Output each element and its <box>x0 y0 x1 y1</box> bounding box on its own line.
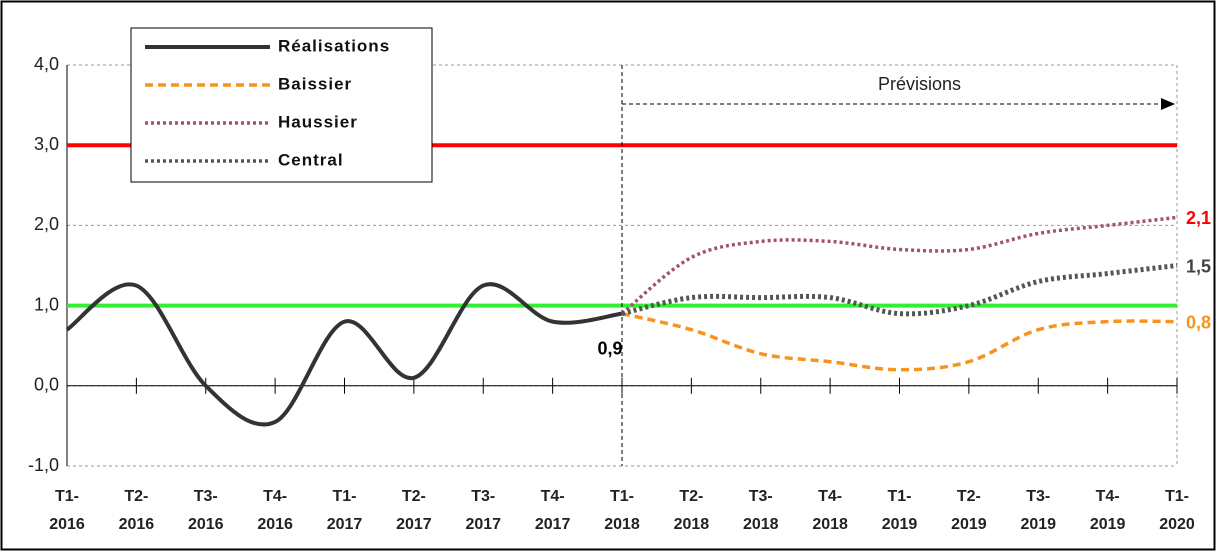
x-tick-label: T4-2018 <box>812 488 848 533</box>
x-tick-label: T2-2018 <box>673 488 710 533</box>
x-tick-label: T1-2019 <box>881 488 918 533</box>
legend-label: Réalisations <box>278 36 390 55</box>
x-tick-label: T2-2016 <box>118 488 155 533</box>
x-tick-label: T2-2017 <box>396 488 432 533</box>
y-tick-label: 3,0 <box>34 134 59 154</box>
series-line <box>65 282 623 427</box>
y-tick-label: 4,0 <box>34 54 59 74</box>
x-tick-label: T1-2018 <box>604 488 640 533</box>
data-label: 0,8 <box>1186 312 1211 332</box>
x-tick-label: T3-2017 <box>465 488 502 533</box>
annotation: Prévisions <box>878 74 961 94</box>
y-tick-label: 2,0 <box>34 214 59 234</box>
series-line <box>621 311 1178 372</box>
x-tick-label: T3-2018 <box>742 488 779 533</box>
arrow-head <box>1161 98 1175 110</box>
series-line <box>620 215 1178 315</box>
legend-label: Central <box>278 150 344 169</box>
data-label: 2,1 <box>1186 208 1211 228</box>
x-tick-label: T1-2016 <box>49 488 85 533</box>
x-tick-label: T3-2016 <box>187 488 224 533</box>
x-tick-label: T3-2019 <box>1020 488 1057 533</box>
x-tick-label: T4-2017 <box>534 488 571 533</box>
y-tick-label: 1,0 <box>34 294 59 314</box>
data-label: 0,9 <box>597 338 622 358</box>
data-label: 1,5 <box>1186 256 1211 276</box>
legend-label: Baissier <box>278 74 352 93</box>
x-tick-label: T1-2020 <box>1159 488 1195 533</box>
legend-label: Haussier <box>278 112 358 131</box>
y-tick-label: -1,0 <box>28 455 59 475</box>
x-tick-label: T4-2019 <box>1089 488 1126 533</box>
x-tick-label: T2-2019 <box>951 488 987 533</box>
series-line <box>621 263 1178 317</box>
y-tick-label: 0,0 <box>34 375 59 395</box>
x-tick-label: T4-2016 <box>257 488 293 533</box>
x-tick-label: T1-2017 <box>326 488 363 533</box>
legend-box <box>130 27 433 183</box>
